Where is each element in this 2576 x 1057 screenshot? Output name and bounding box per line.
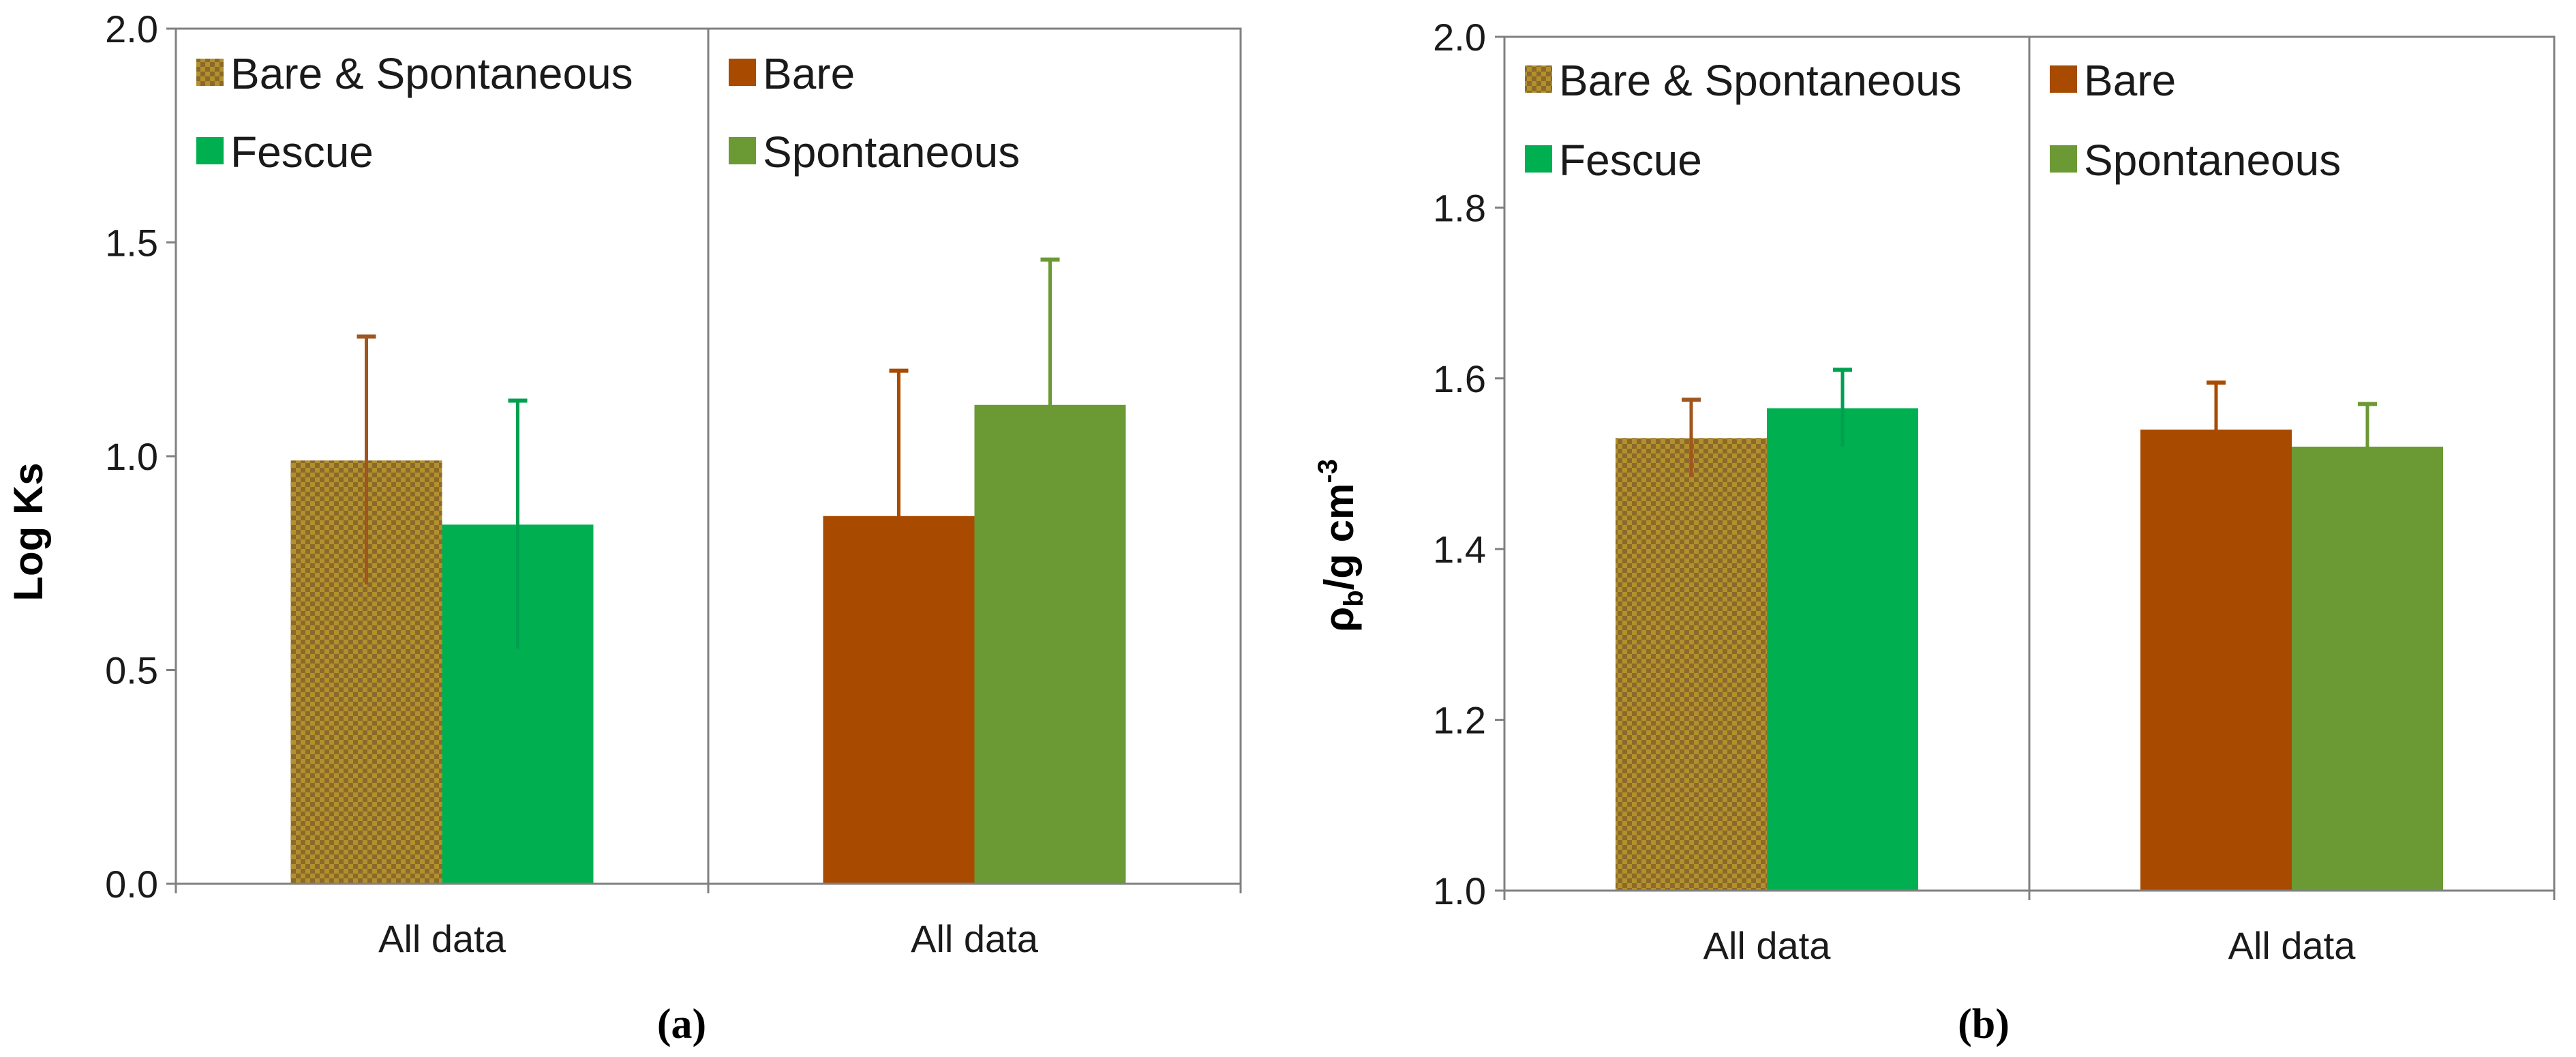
legend-label: Bare [2084, 56, 2176, 105]
x-category-label: All data [1703, 924, 1832, 967]
y-tick-label: 1.4 [1433, 528, 1486, 571]
legend-b: Bare & Spontaneous Fescue Bare Spontaneous [1525, 56, 2341, 185]
bar-spontaneous [2292, 446, 2443, 891]
x-category-label: All data [378, 917, 506, 960]
ylabel-b-main: ρ [1316, 607, 1362, 632]
y-tick-label: 1.0 [1433, 869, 1486, 912]
y-axis-ticks-b: 1.0 1.2 1.4 1.6 1.8 2.0 [1433, 16, 1504, 912]
legend-label: Fescue [1559, 136, 1702, 185]
legend-swatch [1525, 65, 1552, 93]
panel-label-b: (b) [1958, 1001, 2010, 1047]
x-axis-labels-b: All data All data [1703, 924, 2357, 967]
legend-swatch [729, 59, 756, 86]
bars-a [290, 257, 1126, 884]
ylabel-b-sup: -3 [1313, 459, 1343, 483]
bar-bare [2140, 429, 2292, 891]
legend-label: Spontaneous [2084, 136, 2341, 185]
bar-fescue [1767, 408, 1918, 891]
ylabel-b-sub: b [1339, 590, 1369, 606]
panel-label-a: (a) [657, 1001, 706, 1047]
bars-b [1616, 368, 2443, 891]
legend-swatch [729, 137, 756, 164]
y-tick-label: 1.6 [1433, 357, 1486, 400]
y-tick-label: 2.0 [105, 8, 158, 50]
y-tick-label: 1.5 [105, 222, 158, 265]
y-axis-label-a: Log Ks [5, 462, 51, 601]
x-axis-labels-a: All data All data [378, 917, 1039, 960]
legend-label: Bare & Spontaneous [230, 49, 633, 98]
legend-label: Bare [763, 49, 855, 98]
legend-swatch [196, 59, 224, 86]
legend-swatch [2050, 145, 2077, 173]
legend-label: Bare & Spontaneous [1559, 56, 1962, 105]
chart-panel-a: Log Ks 0.0 0.5 1.0 1.5 2.0 Bare & Spontaneou… [5, 8, 1242, 1047]
y-tick-label: 2.0 [1433, 16, 1486, 59]
legend-label: Spontaneous [763, 128, 1020, 177]
legend-label: Fescue [230, 128, 374, 177]
x-category-label: All data [2228, 924, 2357, 967]
legend-swatch [2050, 65, 2077, 93]
y-tick-label: 1.0 [105, 435, 158, 478]
y-axis-label-b: ρb/g cm-3 [1313, 459, 1369, 632]
axes-frame-a [175, 27, 1242, 893]
y-tick-label: 1.8 [1433, 186, 1486, 229]
legend-a: Bare & Spontaneous Fescue Bare Spontaneous [196, 49, 1020, 177]
y-tick-label: 0.0 [105, 863, 158, 906]
bar-bare-spontaneous [1616, 438, 1767, 891]
x-category-label: All data [911, 917, 1039, 960]
y-axis-ticks-a: 0.0 0.5 1.0 1.5 2.0 [105, 8, 176, 906]
y-tick-label: 0.5 [105, 649, 158, 692]
ylabel-b-rest: /g cm [1316, 483, 1362, 591]
chart-panel-b: ρb/g cm-3 1.0 1.2 1.4 1.6 1.8 2.0 Bare & Spon… [1313, 16, 2556, 1047]
axes-frame-b [1503, 35, 2556, 900]
legend-swatch [196, 137, 224, 164]
legend-swatch [1525, 145, 1552, 173]
y-tick-label: 1.2 [1433, 699, 1486, 742]
